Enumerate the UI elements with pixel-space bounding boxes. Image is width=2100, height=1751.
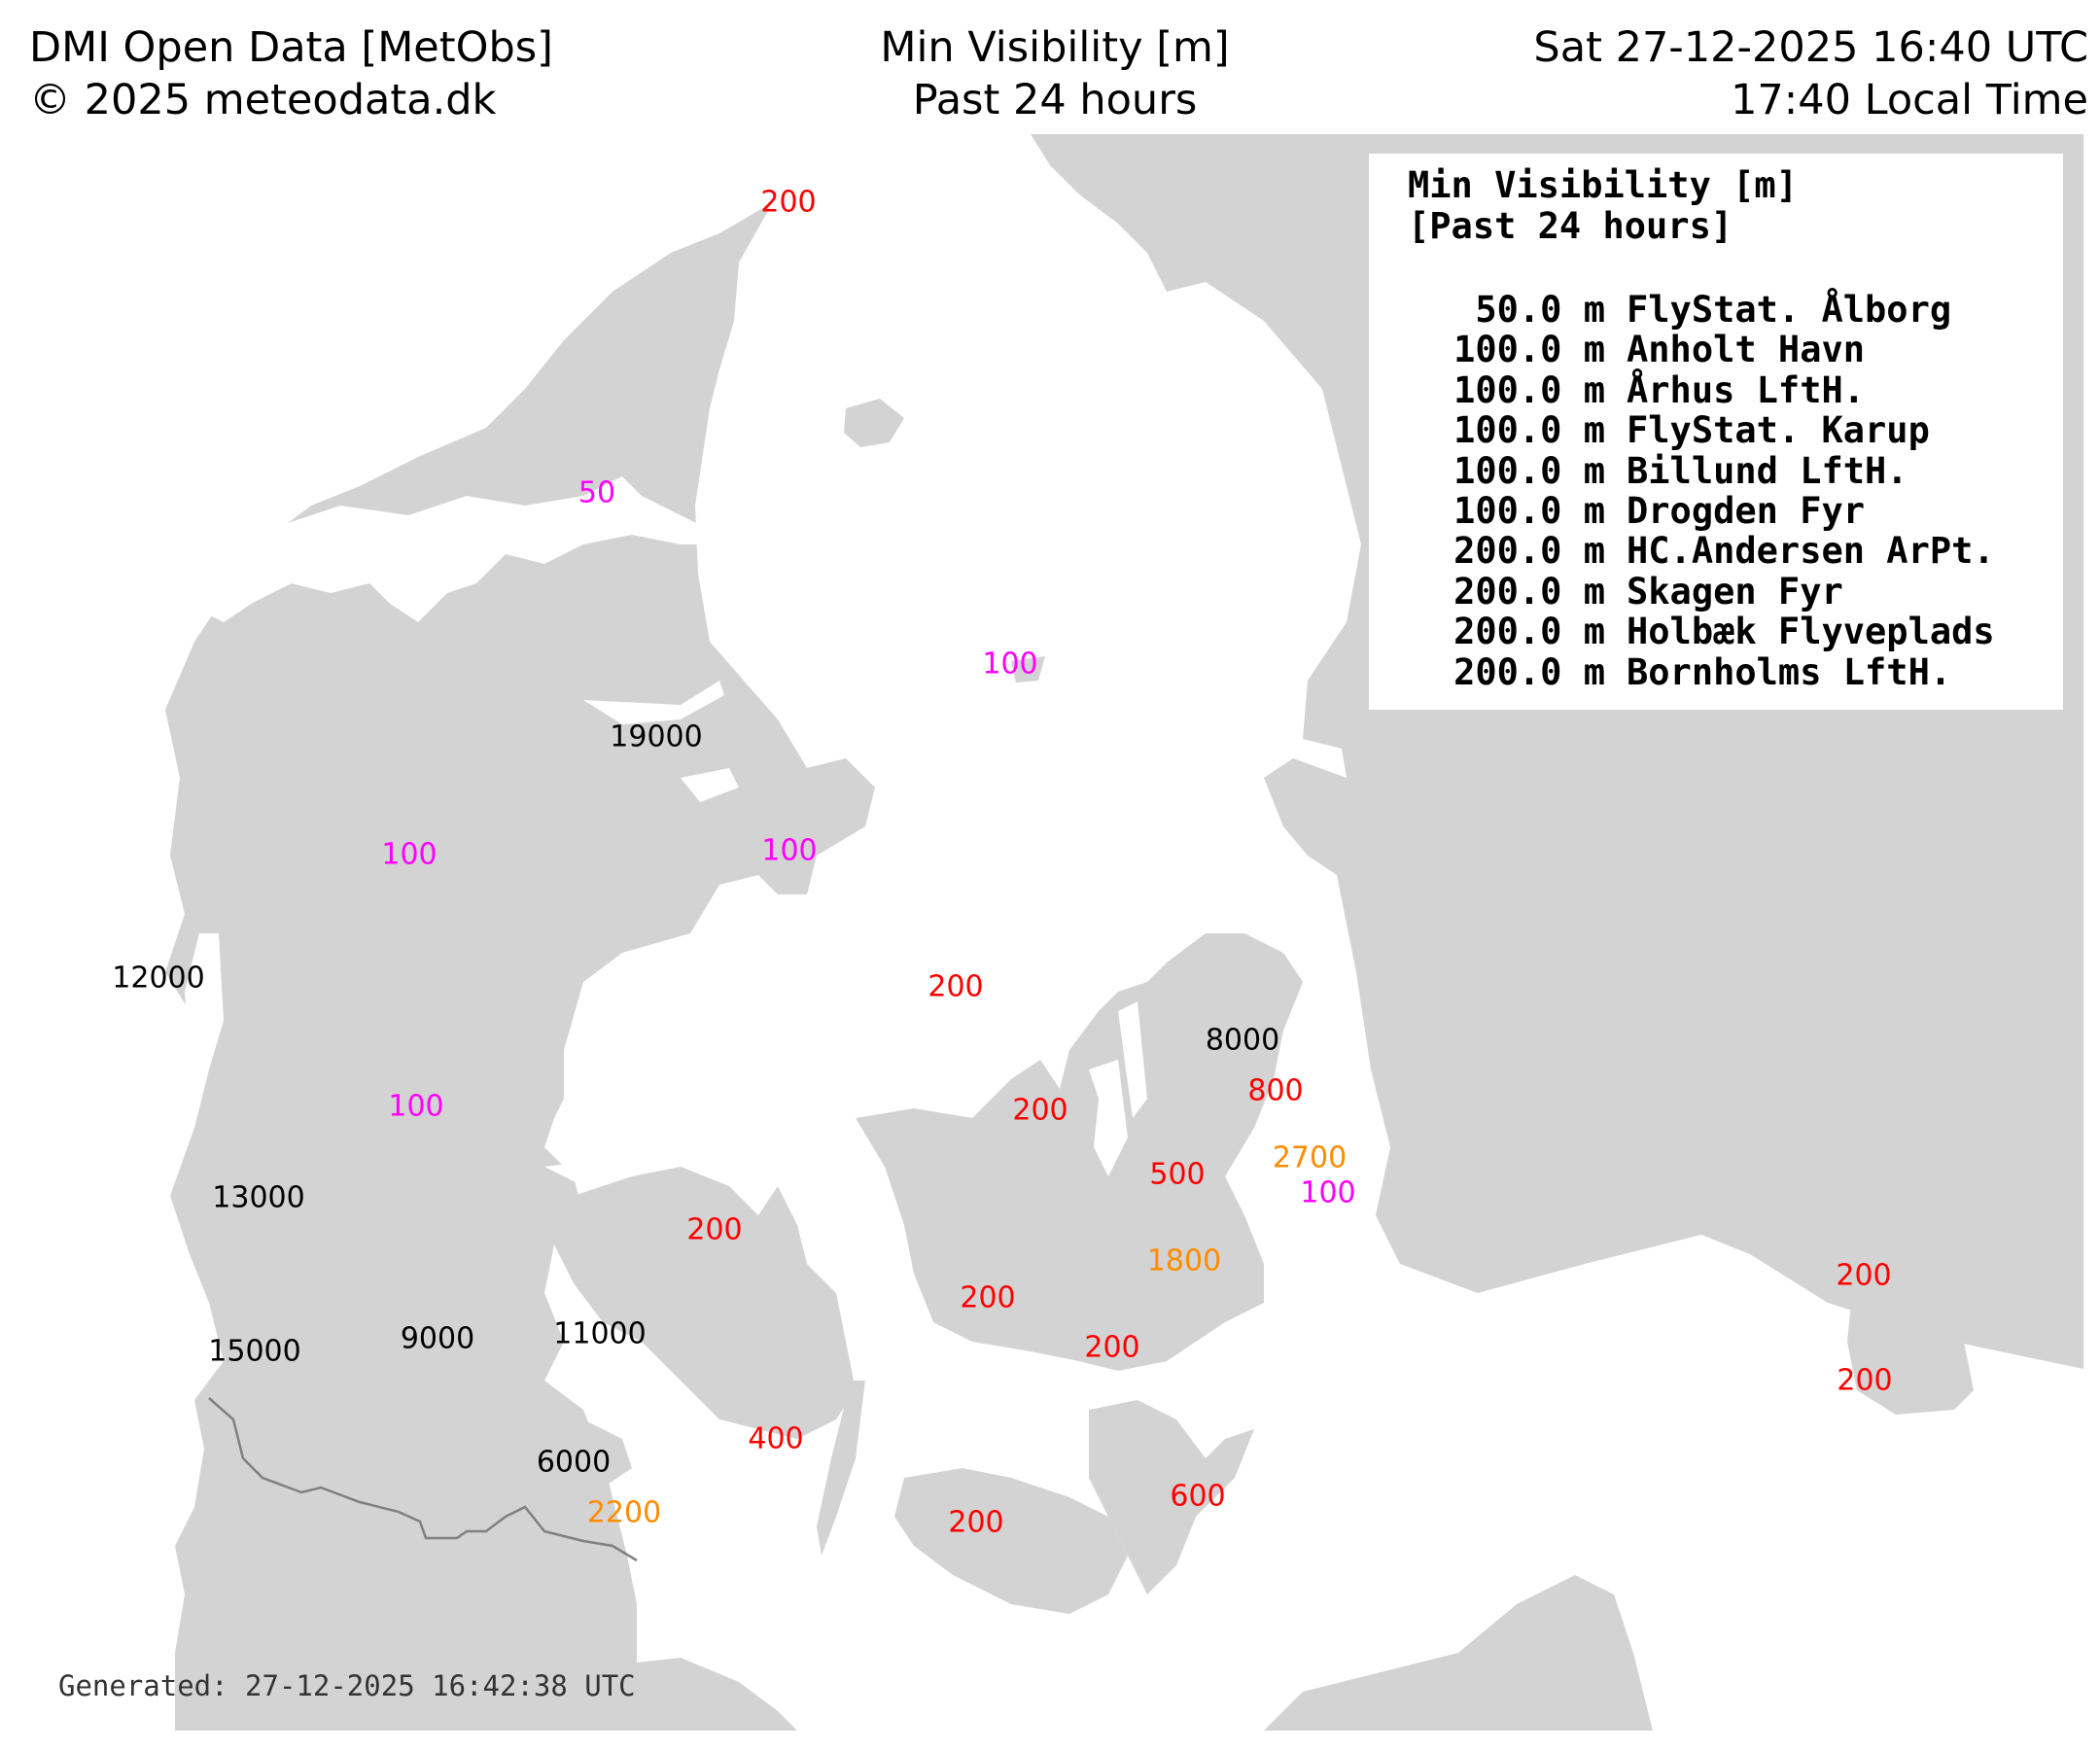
visibility-label: 200 — [1012, 1094, 1068, 1128]
visibility-label: 11000 — [553, 1317, 646, 1351]
visibility-label: 100 — [388, 1090, 443, 1124]
legend-station: Skagen Fyr — [1627, 570, 1843, 613]
legend-station: Holbæk Flyveplads — [1627, 611, 1995, 653]
legend-value: 200.0 m — [1453, 570, 1605, 613]
visibility-label: 200 — [928, 970, 983, 1004]
legend-station: HC.Andersen ArPt. — [1627, 530, 1995, 573]
legend-value: 200.0 m — [1453, 611, 1605, 653]
legend-station: Billund LftH. — [1627, 449, 1908, 492]
land-falster — [1089, 1400, 1254, 1594]
legend-entry: 100.0 m Anholt Havn — [1386, 329, 1995, 371]
source-title: DMI Open Data [MetObs] — [29, 23, 553, 72]
legend-title-line1: Min Visibility [m] — [1408, 164, 1798, 206]
legend-value: 100.0 m — [1453, 368, 1605, 411]
ringkobing-fjord — [185, 933, 224, 1069]
legend-station: FlyStat. Karup — [1627, 409, 1930, 452]
visibility-label: 200 — [1084, 1331, 1139, 1365]
header-source: DMI Open Data [MetObs] © 2025 meteodata.… — [29, 21, 553, 126]
visibility-label: 1800 — [1147, 1244, 1221, 1278]
border-line — [208, 1397, 638, 1562]
visibility-label: 12000 — [112, 962, 204, 996]
legend-title: Min Visibility [m] [Past 24 hours] — [1408, 165, 1798, 247]
legend-value: 100.0 m — [1453, 409, 1605, 452]
generated-timestamp: Generated: 27-12-2025 16:42:38 UTC — [58, 1669, 636, 1702]
header-parameter: Min Visibility [m] Past 24 hours — [880, 21, 1229, 126]
land-fyn — [554, 1167, 856, 1439]
visibility-label: 800 — [1247, 1074, 1303, 1108]
legend-value: 200.0 m — [1453, 650, 1605, 693]
visibility-label: 100 — [381, 838, 437, 872]
visibility-label: 200 — [1836, 1259, 1891, 1293]
legend-value: 100.0 m — [1453, 490, 1605, 533]
legend-entry: 100.0 m FlyStat. Karup — [1386, 409, 1995, 452]
visibility-label: 600 — [1170, 1480, 1225, 1514]
legend-entry: 100.0 m Billund LftH. — [1386, 449, 1995, 492]
legend-station: Bornholms LftH. — [1627, 650, 1952, 693]
copyright: © 2025 meteodata.dk — [29, 76, 497, 124]
visibility-label: 50 — [578, 476, 615, 510]
randers-fjord — [681, 768, 739, 802]
legend-entry: 200.0 m Holbæk Flyveplads — [1386, 611, 1995, 653]
visibility-label: 6000 — [537, 1446, 611, 1480]
visibility-label: 200 — [960, 1281, 1015, 1315]
land-germany — [637, 1658, 797, 1731]
observation-labels: 200 50 100 19000 100 100 12000 200 8000 800 100 200… — [112, 186, 1892, 1540]
legend-entry: 50.0 m FlyStat. Ålborg — [1386, 289, 1995, 331]
vejle-fjord — [544, 1157, 632, 1186]
legend-title-line2: [Past 24 hours] — [1408, 205, 1733, 247]
legend-entry: 200.0 m Skagen Fyr — [1386, 570, 1995, 613]
visibility-label: 2200 — [587, 1496, 661, 1530]
legend-station: Århus LftH. — [1627, 368, 1866, 411]
mariager-fjord — [583, 681, 724, 724]
utc-time: Sat 27-12-2025 16:40 UTC — [1533, 23, 2088, 72]
legend-entry: 100.0 m Århus LftH. — [1386, 368, 1995, 411]
visibility-label: 500 — [1149, 1158, 1205, 1192]
visibility-label: 8000 — [1206, 1024, 1279, 1058]
legend-station: Drogden Fyr — [1627, 490, 1866, 533]
visibility-label: 100 — [1300, 1176, 1355, 1210]
local-time: 17:40 Local Time — [1731, 76, 2088, 124]
legend-value: 100.0 m — [1453, 329, 1605, 371]
legend-list: 50.0 m FlyStat. Ålborg 100.0 m Anholt Havn… — [1386, 290, 1995, 692]
land-anholt — [1011, 656, 1045, 683]
legend-value: 100.0 m — [1453, 449, 1605, 492]
visibility-label: 400 — [748, 1422, 803, 1456]
land-als — [544, 1419, 632, 1488]
land-lolland — [894, 1468, 1128, 1614]
isefjord — [1089, 1060, 1128, 1176]
visibility-label: 9000 — [401, 1322, 474, 1356]
visibility-label: 2700 — [1273, 1141, 1347, 1175]
roskilde-fjord — [1118, 1001, 1147, 1118]
visibility-label: 13000 — [212, 1181, 304, 1215]
land-bornholm — [1847, 1283, 1974, 1415]
legend-value: 50.0 m — [1475, 289, 1605, 331]
legend: Min Visibility [m] [Past 24 hours] 50.0 … — [1369, 154, 2063, 710]
land-zealand — [856, 933, 1303, 1371]
parameter-title: Min Visibility [m] — [880, 23, 1230, 72]
water-layer — [185, 476, 1147, 1186]
legend-value: 200.0 m — [1453, 530, 1605, 573]
land-laeso — [844, 399, 904, 447]
land-jutland — [165, 202, 875, 1731]
land-langeland — [817, 1381, 865, 1556]
visibility-label: 15000 — [208, 1335, 300, 1369]
legend-station: Anholt Havn — [1627, 329, 1866, 371]
visibility-label: 100 — [982, 648, 1037, 682]
legend-entry: 200.0 m HC.Andersen ArPt. — [1386, 530, 1995, 573]
legend-entry: 100.0 m Drogden Fyr — [1386, 490, 1995, 533]
legend-entry: 200.0 m Bornholms LftH. — [1386, 650, 1995, 693]
header-time: Sat 27-12-2025 16:40 UTC 17:40 Local Tim… — [1533, 21, 2088, 126]
visibility-label: 200 — [948, 1506, 1003, 1540]
period-title: Past 24 hours — [912, 76, 1198, 124]
land-rugen — [1264, 1575, 1653, 1731]
visibility-label: 200 — [686, 1213, 742, 1247]
limfjord — [204, 476, 710, 622]
visibility-label: 19000 — [610, 720, 702, 754]
legend-station: FlyStat. Ålborg — [1627, 289, 1952, 331]
visibility-label: 100 — [761, 834, 817, 868]
visibility-label: 200 — [1837, 1364, 1892, 1398]
visibility-label: 200 — [760, 186, 816, 220]
